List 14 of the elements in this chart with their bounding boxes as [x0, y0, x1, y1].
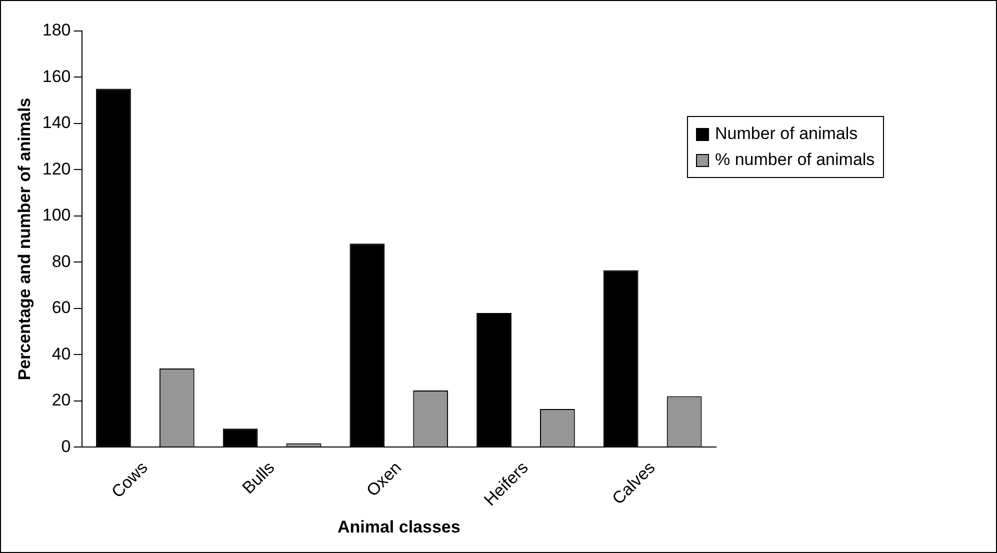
legend-label: Number of animals	[715, 124, 858, 144]
y-tick-label: 180	[42, 20, 71, 40]
y-tick-label: 120	[42, 159, 71, 178]
y-tick-label: 160	[42, 66, 71, 86]
y-tick-label: 140	[42, 113, 71, 132]
legend-label: % number of animals	[715, 150, 875, 170]
y-axis-title: Percentage and number of animals	[14, 98, 34, 380]
y-tick-label: 60	[52, 298, 71, 318]
x-axis-title: Animal classes	[337, 517, 460, 536]
y-tick-label: 100	[42, 206, 71, 225]
y-tick-label: 40	[52, 344, 71, 364]
y-tick-label: 0	[61, 436, 71, 456]
y-tick-label: 20	[52, 390, 71, 410]
y-tick-label: 80	[52, 252, 71, 271]
